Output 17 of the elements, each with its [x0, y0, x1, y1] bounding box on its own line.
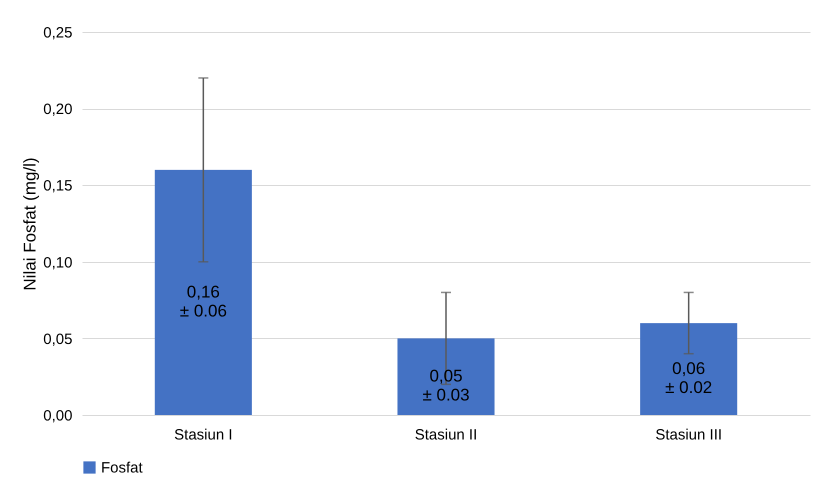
- y-tick-label: 0,15: [43, 178, 72, 195]
- y-tick-label: 0,10: [43, 254, 72, 272]
- data-label: 0,16 ± 0.06: [180, 282, 227, 320]
- data-label: 0,06 ± 0.02: [665, 359, 712, 398]
- data-label: 0,05 ± 0.03: [422, 366, 470, 405]
- y-tick-label: 0,25: [43, 24, 72, 42]
- y-tick-label: 0,00: [43, 408, 72, 424]
- bar: [640, 323, 738, 415]
- bar: [154, 170, 252, 415]
- y-axis-title: Nilai Fosfat (mg/l): [20, 157, 40, 291]
- x-tick-label: Stasiun III: [655, 426, 722, 444]
- y-tick-label: 0,20: [43, 101, 72, 118]
- y-tick-label: 0,05: [43, 330, 72, 348]
- bar: [397, 338, 495, 415]
- x-tick-label: Stasiun I: [174, 426, 233, 444]
- x-tick-label: Stasiun II: [414, 426, 478, 444]
- legend-label: Fosfat: [101, 460, 144, 476]
